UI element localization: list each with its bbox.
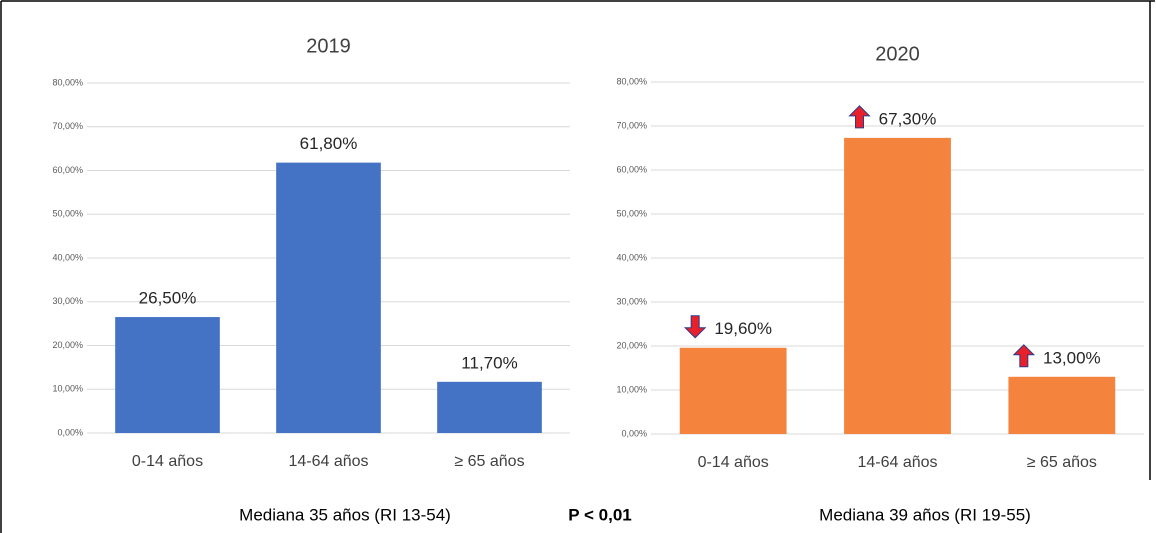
x-tick-label: 0-14 años (698, 454, 769, 471)
y-tick-label: 40,00% (52, 252, 83, 262)
y-tick-label: 0,00% (57, 427, 83, 437)
x-tick-label: 14-64 años (857, 454, 937, 471)
trend-arrow (1012, 344, 1036, 368)
annotation: Mediana 35 años (RI 13-54) (239, 505, 451, 524)
y-tick-label: 80,00% (616, 76, 647, 86)
y-tick-label: 20,00% (52, 340, 83, 350)
x-tick-label: ≥ 65 años (454, 453, 524, 470)
y-tick-label: 60,00% (616, 164, 647, 174)
chart-title: 2020 (875, 43, 920, 65)
value-label: 13,00% (1043, 348, 1101, 367)
x-tick-label: 14-64 años (288, 453, 368, 470)
y-tick-label: 80,00% (52, 77, 83, 87)
value-label: 11,70% (461, 353, 517, 372)
bar (679, 347, 787, 434)
y-tick-label: 70,00% (52, 121, 83, 131)
p-value: P < 0,01 (568, 505, 632, 524)
y-tick-label: 30,00% (52, 296, 83, 306)
bar (1008, 376, 1116, 434)
bar (844, 137, 951, 434)
value-label: 19,60% (714, 319, 772, 338)
y-tick-label: 50,00% (616, 208, 647, 218)
value-label: 26,50% (139, 289, 197, 308)
annotation: Mediana 39 años (RI 19-55) (819, 505, 1031, 524)
y-tick-label: 30,00% (616, 296, 647, 306)
chart-title: 2019 (306, 35, 351, 57)
trend-arrow (848, 105, 871, 129)
bar (115, 317, 220, 433)
y-tick-label: 0,00% (621, 428, 647, 438)
x-tick-label: ≥ 65 años (1027, 454, 1097, 471)
y-tick-label: 20,00% (616, 340, 647, 350)
y-tick-label: 70,00% (616, 120, 647, 130)
bar (276, 162, 381, 433)
y-tick-label: 60,00% (52, 165, 83, 175)
y-tick-label: 40,00% (616, 252, 647, 262)
value-label: 61,80% (300, 134, 358, 153)
value-label: 67,30% (879, 109, 937, 128)
y-tick-label: 50,00% (52, 209, 83, 219)
y-tick-label: 10,00% (52, 384, 83, 394)
y-tick-label: 10,00% (616, 384, 647, 394)
bar (437, 381, 542, 433)
x-tick-label: 0-14 años (132, 453, 203, 470)
trend-arrow (683, 315, 707, 339)
